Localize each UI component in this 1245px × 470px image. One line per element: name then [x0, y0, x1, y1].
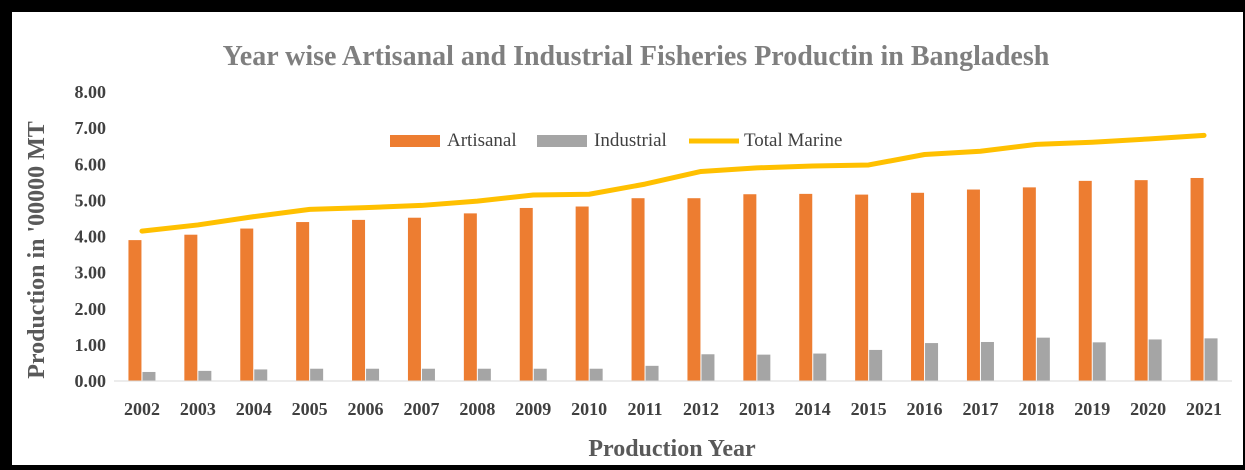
line-series	[142, 135, 1204, 231]
bar-artisanal-2009	[520, 208, 533, 381]
x-tick-label: 2015	[851, 399, 887, 419]
bar-industrial-2002	[142, 372, 155, 381]
x-tick-label: 2018	[1018, 399, 1054, 419]
y-tick-label: 8.00	[75, 82, 107, 102]
bar-artisanal-2021	[1191, 178, 1204, 381]
y-tick-label: 2.00	[75, 299, 107, 319]
bar-artisanal-2016	[911, 193, 924, 381]
bar-industrial-2008	[478, 369, 491, 381]
x-tick-label: 2010	[571, 399, 607, 419]
bar-artisanal-2019	[1079, 181, 1092, 381]
line-total-marine	[142, 135, 1204, 231]
bar-industrial-2005	[310, 369, 323, 381]
x-tick-label: 2020	[1130, 399, 1166, 419]
bar-artisanal-2015	[855, 195, 868, 381]
y-tick-label: 6.00	[75, 154, 107, 174]
x-tick-label: 2007	[403, 399, 439, 419]
bar-industrial-2013	[757, 355, 770, 381]
x-axis-ticks: 2002 2003 2004 2005 2006 2007 2008 2009 2010 2011…	[124, 399, 1222, 419]
bar-artisanal-2005	[296, 222, 309, 381]
bar-industrial-2020	[1149, 339, 1162, 381]
x-tick-label: 2003	[180, 399, 216, 419]
bar-artisanal-2012	[687, 198, 700, 381]
x-tick-label: 2009	[515, 399, 551, 419]
bar-artisanal-2004	[240, 229, 253, 381]
x-tick-label: 2014	[795, 399, 831, 419]
x-tick-label: 2011	[628, 399, 663, 419]
chart-title: Year wise Artisanal and Industrial Fishe…	[223, 41, 1050, 72]
bar-artisanal-2011	[632, 198, 645, 381]
x-tick-label: 2002	[124, 399, 160, 419]
legend-label-artisanal: Artisanal	[447, 130, 517, 151]
legend-label-industrial: Industrial	[594, 130, 667, 151]
bar-artisanal-2013	[743, 194, 756, 381]
legend-label-total-marine: Total Marine	[744, 130, 842, 151]
chart-frame: Year wise Artisanal and Industrial Fishe…	[12, 12, 1243, 465]
bar-industrial-2019	[1093, 342, 1106, 381]
bar-industrial-2007	[422, 369, 435, 381]
x-tick-label: 2006	[348, 399, 384, 419]
bar-industrial-2009	[534, 369, 547, 381]
x-tick-label: 2016	[907, 399, 943, 419]
bar-artisanal-2002	[128, 240, 141, 381]
y-axis-ticks: 0.00 1.00 2.00 3.00 4.00 5.00 6.00 7.00 8.00	[75, 82, 107, 391]
y-tick-label: 1.00	[75, 335, 107, 355]
bar-artisanal-2006	[352, 220, 365, 381]
bar-series	[128, 178, 1217, 381]
y-tick-label: 7.00	[75, 118, 107, 138]
bar-industrial-2010	[590, 369, 603, 381]
bar-artisanal-2017	[967, 190, 980, 381]
bar-industrial-2006	[366, 369, 379, 381]
x-tick-label: 2013	[739, 399, 775, 419]
y-axis-title: Production in '00000 MT	[24, 121, 50, 379]
bar-industrial-2021	[1205, 338, 1218, 381]
x-tick-label: 2017	[962, 399, 998, 419]
x-axis-title: Production Year	[588, 436, 756, 462]
legend-swatch-industrial	[537, 135, 587, 147]
bar-artisanal-2007	[408, 218, 421, 381]
bar-artisanal-2014	[799, 194, 812, 381]
x-tick-label: 2021	[1186, 399, 1222, 419]
bar-artisanal-2008	[464, 213, 477, 381]
bar-industrial-2015	[869, 350, 882, 381]
y-tick-label: 5.00	[75, 190, 107, 210]
x-tick-label: 2005	[292, 399, 328, 419]
bar-artisanal-2003	[184, 235, 197, 381]
y-tick-label: 3.00	[75, 263, 107, 283]
bar-industrial-2016	[925, 343, 938, 381]
y-tick-label: 4.00	[75, 227, 107, 247]
x-tick-label: 2019	[1074, 399, 1110, 419]
y-tick-label: 0.00	[75, 371, 107, 391]
bar-artisanal-2010	[576, 207, 589, 381]
bar-industrial-2011	[646, 366, 659, 381]
x-tick-label: 2004	[236, 399, 272, 419]
x-tick-label: 2012	[683, 399, 719, 419]
bar-artisanal-2020	[1135, 180, 1148, 381]
x-tick-label: 2008	[459, 399, 495, 419]
bar-industrial-2017	[981, 342, 994, 381]
bar-industrial-2012	[701, 354, 714, 381]
legend-swatch-artisanal	[390, 135, 440, 147]
bar-artisanal-2018	[1023, 187, 1036, 381]
chart-legend: Artisanal Industrial Total Marine	[390, 130, 842, 151]
bar-industrial-2018	[1037, 338, 1050, 381]
bar-industrial-2003	[198, 371, 211, 381]
bar-industrial-2004	[254, 369, 267, 381]
chart-svg: Year wise Artisanal and Industrial Fishe…	[12, 12, 1243, 465]
bar-industrial-2014	[813, 354, 826, 381]
